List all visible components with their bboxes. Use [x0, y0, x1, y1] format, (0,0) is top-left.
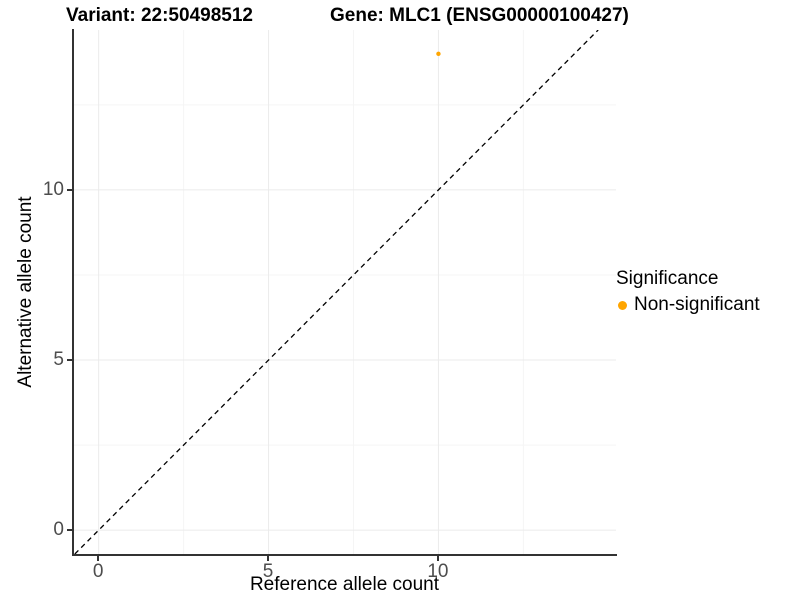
plot-panel [73, 30, 616, 554]
plot-title-gene: Gene: MLC1 (ENSG00000100427) [330, 5, 629, 26]
legend-point-icon [618, 300, 627, 310]
x-tick-label: 10 [427, 561, 449, 582]
y-tick-mark [66, 529, 72, 531]
y-tick-mark [66, 359, 72, 361]
data-point [435, 51, 441, 57]
x-tick-label: 0 [92, 561, 104, 582]
y-axis-title: Alternative allele count [15, 196, 36, 388]
y-tick-label: 0 [53, 519, 64, 541]
x-axis-title: Reference allele count [249, 574, 440, 595]
x-tick-label: 5 [262, 561, 274, 582]
legend-item-non-significant: Non-significant [615, 294, 760, 316]
identity-dashed-line [73, 30, 599, 554]
x-tick-mark [437, 556, 439, 561]
y-tick-label: 10 [42, 178, 64, 200]
y-tick-label: 5 [53, 349, 64, 371]
legend: Significance Non-significant [615, 268, 760, 316]
scatter-plot-svg [73, 30, 616, 554]
plot-title-variant: Variant: 22:50498512 [66, 5, 253, 26]
y-axis-line [71, 29, 74, 556]
x-tick-mark [267, 556, 269, 561]
legend-item-label: Non-significant [634, 294, 760, 315]
legend-title: Significance [616, 268, 719, 289]
x-tick-mark [97, 556, 99, 561]
x-axis-line [71, 554, 617, 556]
y-tick-mark [66, 189, 72, 191]
